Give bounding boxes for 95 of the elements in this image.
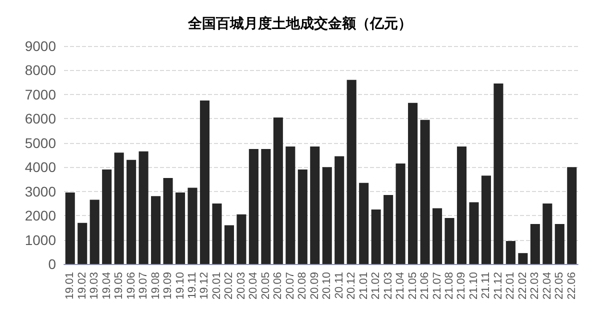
bar (432, 208, 442, 264)
bar (138, 151, 148, 264)
x-tick-label: 22.06 (566, 272, 578, 300)
x-tick-label: 21.01 (358, 272, 370, 300)
x-tick-label: 22.02 (516, 272, 529, 300)
bar (310, 146, 320, 264)
x-tick-label: 20.05 (260, 272, 272, 300)
bar (456, 146, 467, 264)
x-tick-label: 19.02 (76, 272, 88, 300)
x-tick-label: 21.06 (419, 272, 432, 300)
x-tick-label: 19.06 (125, 272, 138, 300)
y-tick-label: 8000 (24, 62, 56, 78)
bar (481, 176, 491, 264)
bar (78, 222, 88, 264)
y-tick-label: 4000 (24, 159, 56, 176)
x-tick-label: 21.09 (456, 272, 468, 300)
x-tick-label: 20.10 (321, 272, 334, 300)
bar (114, 152, 124, 264)
x-tick-label: 21.08 (444, 272, 456, 300)
x-tick-label: 20.04 (248, 272, 260, 300)
bar (396, 163, 406, 264)
x-tick-label: 22.04 (541, 272, 554, 300)
bar (408, 102, 418, 264)
bar (554, 224, 564, 264)
bar (224, 225, 234, 264)
x-tick-label: 20.01 (210, 272, 223, 300)
bar (530, 224, 540, 264)
bar (188, 188, 198, 264)
x-tick-label: 19.04 (100, 272, 113, 300)
bar (126, 160, 136, 264)
bar (273, 117, 283, 264)
x-tick-label: 19.12 (198, 272, 211, 300)
x-tick-label: 21.11 (480, 272, 492, 299)
bar (420, 120, 430, 264)
bar (298, 170, 308, 264)
bar (444, 218, 454, 264)
bar (65, 192, 75, 264)
bar (506, 240, 516, 264)
bar (261, 148, 271, 264)
y-tick-label: 1000 (24, 232, 56, 248)
bar (248, 148, 258, 264)
x-tick-label: 19.08 (150, 272, 162, 300)
x-tick-label: 19.03 (88, 272, 101, 300)
bar (494, 84, 504, 264)
bar (212, 203, 222, 264)
bar (371, 210, 381, 264)
bar (90, 200, 100, 264)
x-tick-label: 22.01 (504, 272, 517, 300)
x-tick-label: 22.05 (554, 272, 566, 300)
x-tick-label: 19.01 (64, 272, 76, 300)
x-tick-label: 20.11 (333, 272, 346, 299)
bar (346, 80, 356, 264)
bar (567, 167, 577, 264)
x-tick-label: 20.07 (284, 272, 296, 300)
bar (334, 156, 344, 264)
x-tick-label: 21.12 (492, 272, 504, 300)
bar (518, 253, 528, 264)
bar (163, 178, 173, 264)
x-tick-label: 21.04 (394, 272, 407, 300)
y-tick-label: 2000 (24, 208, 56, 224)
bar (384, 194, 394, 264)
x-tick-label: 19.10 (174, 272, 186, 300)
y-tick-label: 6000 (24, 110, 56, 127)
bar (322, 167, 332, 264)
x-tick-label: 20.06 (272, 272, 284, 300)
bar (200, 100, 210, 264)
bar (175, 192, 186, 264)
bar (359, 182, 369, 264)
x-tick-label: 20.02 (223, 272, 236, 300)
x-tick-label: 22.03 (529, 272, 542, 300)
x-tick-label: 19.07 (138, 272, 150, 300)
y-tick-label: 5000 (24, 134, 56, 151)
x-tick-label: 21.02 (370, 272, 382, 300)
x-tick-label: 21.05 (406, 272, 419, 300)
x-tick-label: 19.05 (113, 272, 126, 300)
y-tick-label: 7000 (24, 86, 56, 102)
x-tick-label: 20.08 (296, 272, 309, 300)
y-tick-label: 0 (48, 256, 56, 272)
bar (469, 202, 479, 264)
bar (236, 214, 246, 264)
x-tick-label: 21.07 (431, 272, 444, 300)
bar (286, 146, 296, 264)
bar (102, 170, 112, 264)
y-tick-label: 9000 (24, 38, 56, 54)
x-tick-label: 21.03 (382, 272, 394, 300)
bar (542, 203, 552, 264)
x-tick-label: 20.03 (235, 272, 248, 300)
x-tick-label: 19.11 (186, 272, 198, 299)
x-tick-label: 20.12 (346, 272, 358, 300)
y-tick-label: 3000 (24, 183, 56, 200)
x-tick-label: 19.09 (162, 272, 174, 300)
bar (151, 196, 161, 264)
x-tick-label: 20.09 (308, 272, 321, 300)
x-tick-label: 21.10 (468, 272, 480, 300)
chart-title: 全国百城月度土地成交金额（亿元） (187, 15, 412, 32)
